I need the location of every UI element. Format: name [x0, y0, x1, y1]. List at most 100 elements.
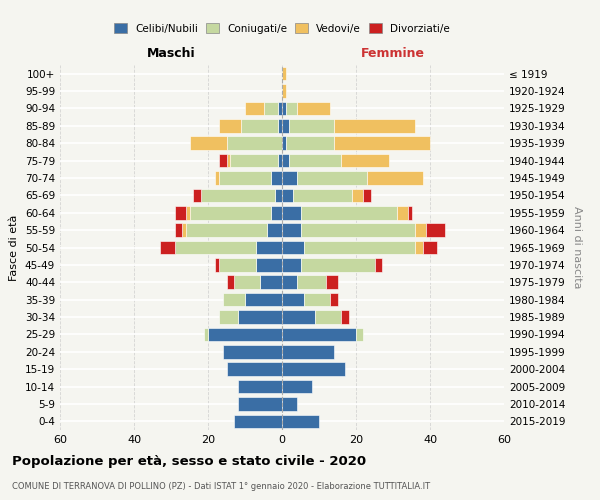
Bar [256, 240, 282, 254]
Bar [297, 102, 330, 115]
Bar [238, 380, 282, 394]
Bar [186, 206, 190, 220]
Bar [301, 224, 415, 237]
Bar [190, 206, 271, 220]
Bar [227, 154, 230, 168]
Bar [230, 154, 278, 168]
Bar [289, 119, 334, 132]
Bar [352, 188, 364, 202]
Bar [182, 224, 186, 237]
Bar [356, 328, 364, 341]
Bar [408, 206, 412, 220]
Bar [397, 206, 408, 220]
Bar [282, 102, 286, 115]
Bar [241, 119, 278, 132]
Text: Maschi: Maschi [146, 47, 196, 60]
Bar [316, 310, 341, 324]
Bar [367, 171, 422, 185]
Bar [219, 154, 227, 168]
Bar [200, 188, 275, 202]
Bar [271, 206, 282, 220]
Bar [282, 84, 286, 98]
Bar [415, 240, 422, 254]
Bar [260, 276, 282, 289]
Bar [175, 240, 256, 254]
Y-axis label: Fasce di età: Fasce di età [10, 214, 19, 280]
Bar [426, 224, 445, 237]
Bar [256, 258, 282, 272]
Bar [223, 345, 282, 358]
Bar [271, 171, 282, 185]
Bar [282, 310, 316, 324]
Bar [278, 102, 282, 115]
Bar [245, 102, 263, 115]
Bar [219, 310, 238, 324]
Bar [297, 276, 326, 289]
Bar [282, 328, 356, 341]
Bar [215, 171, 219, 185]
Bar [219, 171, 271, 185]
Bar [326, 276, 337, 289]
Bar [422, 240, 437, 254]
Bar [282, 224, 301, 237]
Bar [263, 102, 278, 115]
Bar [282, 171, 297, 185]
Bar [160, 240, 175, 254]
Bar [304, 293, 330, 306]
Bar [282, 362, 345, 376]
Bar [282, 188, 293, 202]
Bar [219, 119, 241, 132]
Bar [286, 136, 334, 150]
Bar [208, 328, 282, 341]
Bar [186, 224, 267, 237]
Bar [282, 380, 311, 394]
Bar [415, 224, 426, 237]
Bar [282, 206, 301, 220]
Bar [219, 258, 256, 272]
Bar [282, 119, 289, 132]
Bar [289, 154, 341, 168]
Bar [190, 136, 227, 150]
Bar [204, 328, 208, 341]
Bar [234, 414, 282, 428]
Bar [282, 154, 289, 168]
Bar [175, 206, 186, 220]
Bar [297, 171, 367, 185]
Bar [286, 102, 297, 115]
Y-axis label: Anni di nascita: Anni di nascita [572, 206, 582, 289]
Bar [175, 224, 182, 237]
Bar [215, 258, 219, 272]
Bar [341, 310, 349, 324]
Bar [282, 397, 297, 410]
Bar [330, 293, 337, 306]
Bar [304, 240, 415, 254]
Bar [293, 188, 352, 202]
Bar [227, 362, 282, 376]
Bar [282, 136, 286, 150]
Bar [282, 240, 304, 254]
Bar [193, 188, 200, 202]
Bar [245, 293, 282, 306]
Bar [267, 224, 282, 237]
Bar [234, 276, 260, 289]
Bar [282, 293, 304, 306]
Bar [364, 188, 371, 202]
Bar [223, 293, 245, 306]
Bar [275, 188, 282, 202]
Text: Popolazione per età, sesso e stato civile - 2020: Popolazione per età, sesso e stato civil… [12, 454, 366, 468]
Bar [227, 276, 234, 289]
Bar [238, 397, 282, 410]
Bar [282, 276, 297, 289]
Bar [227, 136, 282, 150]
Bar [334, 136, 430, 150]
Bar [334, 119, 415, 132]
Bar [341, 154, 389, 168]
Legend: Celibi/Nubili, Coniugati/e, Vedovi/e, Divorziati/e: Celibi/Nubili, Coniugati/e, Vedovi/e, Di… [110, 19, 454, 38]
Bar [278, 119, 282, 132]
Bar [301, 206, 397, 220]
Bar [278, 154, 282, 168]
Bar [301, 258, 374, 272]
Bar [282, 414, 319, 428]
Bar [282, 345, 334, 358]
Bar [238, 310, 282, 324]
